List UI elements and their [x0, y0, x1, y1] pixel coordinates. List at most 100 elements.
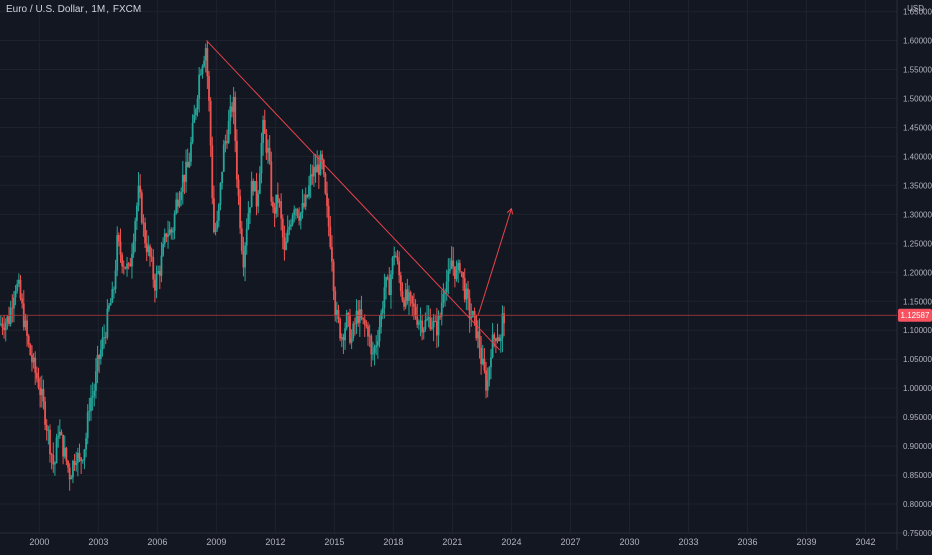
candle-body: [413, 303, 415, 307]
candle-body: [419, 320, 422, 323]
candle-body: [309, 174, 312, 186]
candle-body: [390, 274, 392, 295]
candle-body: [437, 315, 440, 336]
candle-body: [135, 205, 138, 221]
candle-body: [231, 106, 233, 112]
candle-body: [280, 201, 283, 219]
candle-body: [268, 147, 271, 162]
candle-body: [334, 291, 337, 316]
candle-body: [258, 173, 261, 194]
candle-body: [388, 278, 391, 295]
candle-body: [0, 323, 2, 325]
candle-body: [167, 234, 169, 237]
candle-body: [396, 257, 399, 262]
candle-body: [376, 341, 379, 346]
price-axis[interactable]: 1.65000 1.60000 1.55000 1.50000 1.45000 1.400…: [903, 8, 932, 538]
candle-body: [232, 97, 235, 112]
candle-body: [217, 204, 220, 221]
candle-body: [411, 296, 414, 304]
candle-body: [265, 133, 268, 153]
candle-body: [263, 119, 266, 134]
candle-body: [8, 316, 10, 325]
candle-body: [299, 212, 302, 221]
candle-body: [111, 289, 114, 303]
candle-body: [272, 201, 274, 208]
candle-body: [222, 144, 225, 172]
candle-body: [352, 323, 355, 339]
candle-body: [70, 477, 73, 480]
candle-body: [399, 275, 402, 292]
candle-body: [478, 331, 481, 348]
candle-body: [267, 147, 269, 153]
candle-body: [460, 271, 463, 273]
candle-body: [211, 145, 214, 199]
candle-body: [358, 309, 361, 323]
candle-body: [362, 317, 364, 320]
candle-body: [160, 255, 163, 276]
candle-body: [158, 271, 161, 276]
candle-body: [391, 257, 394, 275]
candle-body: [4, 322, 7, 331]
candle-body: [254, 181, 256, 192]
candle-body: [383, 287, 386, 308]
candle-body: [398, 261, 401, 276]
candle-body: [440, 302, 443, 317]
drawings[interactable]: [206, 40, 514, 351]
candle-body: [204, 48, 207, 61]
candle-body: [304, 195, 307, 207]
candle-body: [124, 267, 127, 269]
candle-body: [62, 434, 65, 457]
candle-body: [353, 323, 356, 325]
candle-body: [139, 185, 142, 193]
y-tick-label: 1.20000: [903, 268, 932, 277]
candle-body: [88, 410, 91, 412]
candle-body: [317, 164, 320, 175]
y-tick-label: 1.35000: [903, 181, 932, 190]
candle-body: [175, 199, 178, 214]
candle-body: [244, 245, 246, 268]
candle-body: [39, 387, 42, 396]
candle-body: [181, 174, 184, 192]
candle-body: [314, 166, 317, 173]
symbol-title[interactable]: Euro / U.S. Dollar, 1M, FXCM: [6, 4, 141, 15]
candle-body: [237, 179, 240, 196]
candle-body: [14, 291, 17, 298]
candle-body: [203, 60, 205, 67]
candle-body: [19, 279, 22, 299]
candle-body: [68, 467, 71, 480]
candle-body: [98, 355, 101, 359]
candle-body: [434, 320, 437, 322]
x-tick-label: 2024: [501, 537, 521, 547]
candle-body: [337, 309, 340, 320]
candle-body: [435, 321, 438, 336]
candle-body: [260, 142, 263, 174]
candle-body: [465, 288, 468, 300]
candle-body: [235, 140, 238, 180]
x-tick-label: 2009: [206, 537, 226, 547]
candle-body: [16, 283, 19, 292]
candle-body: [416, 316, 419, 325]
candle-body: [273, 207, 276, 214]
candle-body: [290, 224, 292, 227]
candle-body: [488, 367, 491, 381]
candle-body: [32, 357, 35, 363]
candle-body: [240, 228, 243, 251]
candle-body: [142, 222, 145, 224]
y-tick-label: 1.40000: [903, 152, 932, 161]
candle-body: [503, 313, 505, 324]
candle-body: [162, 243, 165, 256]
candle-body: [163, 233, 166, 244]
candle-body: [99, 349, 102, 359]
candle-body: [63, 447, 66, 457]
candle-body: [344, 328, 346, 341]
candle-body: [173, 213, 176, 231]
time-axis[interactable]: 2000 2003 2006 2009 2012 2015 2018 2021 2024 2027…: [29, 537, 875, 547]
currency-label[interactable]: USD: [907, 4, 924, 13]
candle-body: [219, 183, 222, 205]
candle-body: [13, 297, 15, 309]
candle-body: [355, 310, 358, 324]
candle-body: [29, 344, 32, 356]
